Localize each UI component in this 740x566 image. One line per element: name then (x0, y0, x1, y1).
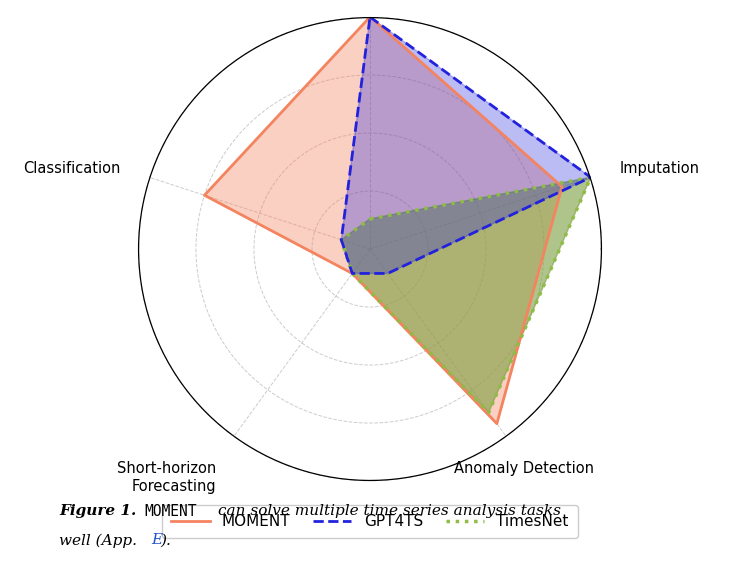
Text: E: E (151, 533, 162, 547)
Text: Classification: Classification (23, 161, 121, 175)
Text: can solve multiple time series analysis tasks: can solve multiple time series analysis … (218, 504, 562, 518)
Text: Imputation: Imputation (619, 161, 699, 175)
Polygon shape (204, 17, 562, 423)
Polygon shape (341, 17, 591, 273)
Text: MOMENT: MOMENT (144, 504, 197, 519)
Text: ).: ). (160, 533, 171, 547)
Text: Short-horizon
Forecasting: Short-horizon Forecasting (117, 461, 216, 494)
Polygon shape (341, 177, 591, 413)
Text: well (App.: well (App. (59, 533, 137, 547)
Text: Figure 1.: Figure 1. (59, 504, 136, 518)
Text: Anomaly Detection: Anomaly Detection (454, 461, 594, 476)
Legend: MOMENT, GPT4TS, TimesNet: MOMENT, GPT4TS, TimesNet (162, 505, 578, 538)
